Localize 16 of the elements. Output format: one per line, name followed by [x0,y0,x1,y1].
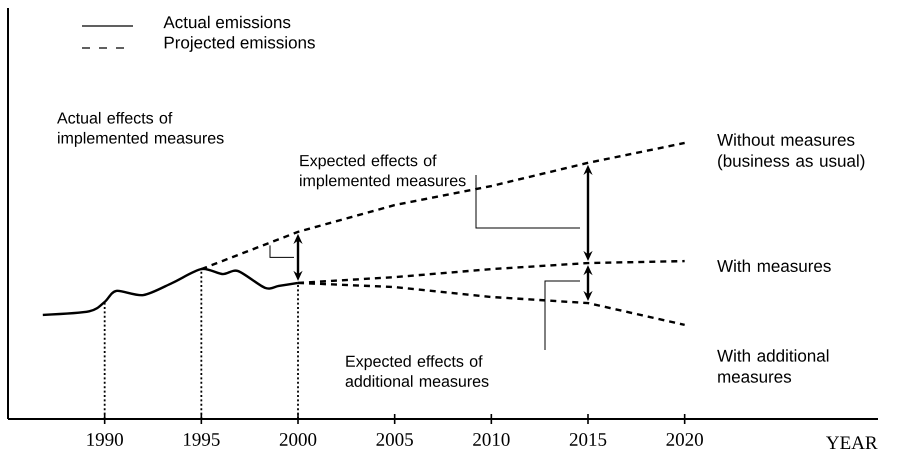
x-axis-title: YEAR [826,436,878,449]
legend-label: Actual emissions [163,16,290,28]
annotation: Expected effects of implemented measures [300,154,466,190]
annotation: Expected effects of additional measures [346,355,488,387]
x-tick-label: 2005 [376,433,413,446]
x-tick-label: 2010 [473,433,510,446]
x-tick-label: 2015 [570,433,606,446]
x-tick-label: 2000 [280,433,316,446]
x-tick-label: 1995 [184,433,220,446]
annotation: Actual effects of implemented measures [57,112,224,147]
series-label: Without measures (business as usual) [717,133,864,170]
text: Projected emissions [164,36,315,52]
series-label: With measures [717,260,831,272]
text: With additional measures [717,349,828,383]
x-tick-label: 2020 [666,433,703,446]
x-tick-label: 1990 [87,433,123,446]
